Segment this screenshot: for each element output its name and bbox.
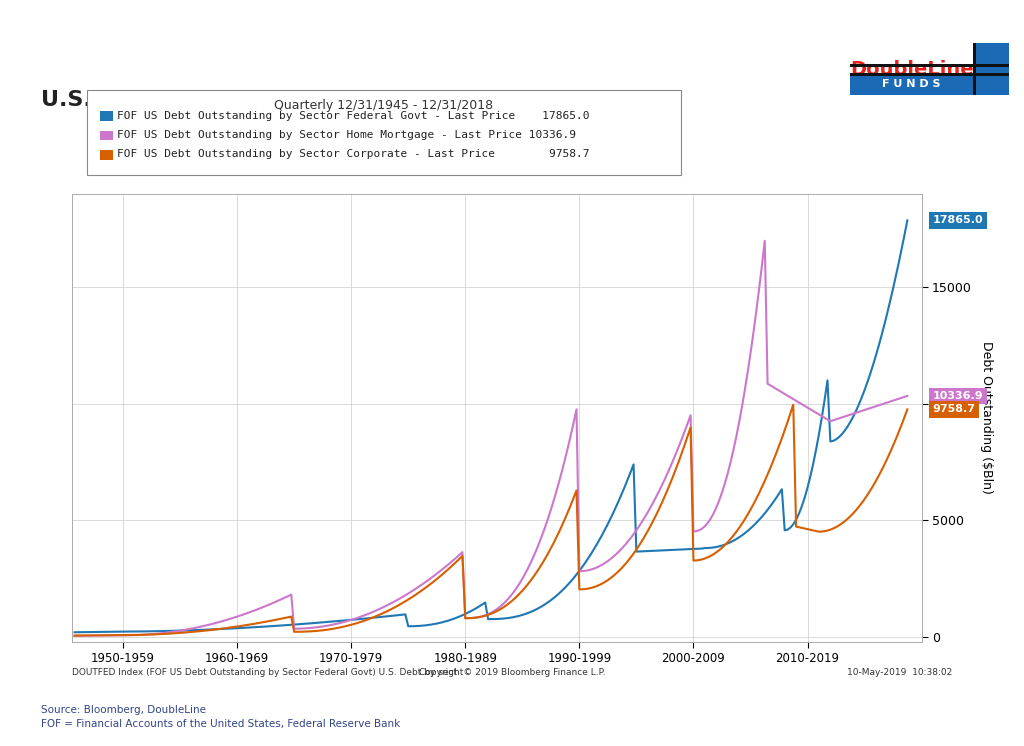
Text: 17865.0: 17865.0	[933, 216, 983, 225]
Text: Source: Bloomberg, DoubleLine
FOF = Financial Accounts of the United States, Fed: Source: Bloomberg, DoubleLine FOF = Fina…	[41, 705, 400, 729]
Text: Quarterly 12/31/1945 - 12/31/2018: Quarterly 12/31/1945 - 12/31/2018	[274, 99, 494, 112]
Text: DOUTFED Index (FOF US Debt Outstanding by Sector Federal Govt) U.S. Debt by sect: DOUTFED Index (FOF US Debt Outstanding b…	[72, 668, 457, 677]
Text: F U N D S: F U N D S	[882, 79, 941, 90]
Text: 10336.9: 10336.9	[933, 391, 983, 401]
Text: 10-May-2019  10:38:02: 10-May-2019 10:38:02	[847, 668, 952, 677]
Text: DoubleLine: DoubleLine	[850, 60, 974, 78]
Text: Copyright© 2019 Bloomberg Finance L.P.: Copyright© 2019 Bloomberg Finance L.P.	[419, 668, 605, 677]
Text: FOF US Debt Outstanding by Sector Home Mortgage - Last Price 10336.9: FOF US Debt Outstanding by Sector Home M…	[117, 130, 575, 140]
Text: 9758.7: 9758.7	[933, 404, 976, 414]
Y-axis label: Debt Outstanding ($Bln): Debt Outstanding ($Bln)	[980, 342, 992, 494]
Text: FOF US Debt Outstanding by Sector Federal Govt - Last Price    17865.0: FOF US Debt Outstanding by Sector Federa…	[117, 110, 589, 121]
Text: U.S. Outstanding Debt by Sector: U.S. Outstanding Debt by Sector	[41, 90, 450, 110]
Text: FOF US Debt Outstanding by Sector Corporate - Last Price        9758.7: FOF US Debt Outstanding by Sector Corpor…	[117, 149, 589, 160]
